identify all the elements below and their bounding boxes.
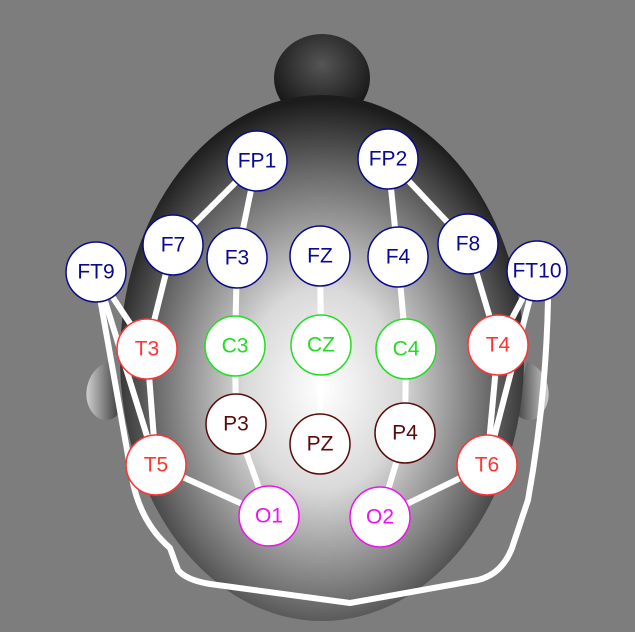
electrode-circle	[238, 485, 300, 547]
electrode-label: F3	[225, 247, 250, 270]
electrode-label: FT9	[77, 261, 114, 284]
electrode-fz: FZ	[289, 225, 351, 287]
electrode-label: T4	[486, 334, 511, 357]
electrode-label: P4	[392, 422, 418, 445]
electrode-p4: P4	[374, 402, 436, 464]
electrode-t3: T3	[116, 318, 178, 380]
electrode-c4: C4	[375, 318, 437, 380]
electrode-circle	[204, 315, 266, 377]
electrode-label: FT10	[512, 260, 561, 283]
electrode-circle	[226, 130, 288, 192]
electrode-label: P3	[223, 413, 249, 436]
electrode-label: O2	[366, 506, 394, 529]
electrode-o2: O2	[349, 486, 411, 548]
outer-loop-connector	[97, 295, 551, 606]
electrode-circle	[65, 241, 127, 303]
electrode-t6: T6	[456, 434, 518, 496]
electrode-o1: O1	[238, 485, 300, 547]
electrode-f7: F7	[142, 214, 204, 276]
electrode-p3: P3	[205, 393, 267, 455]
electrode-label: FP1	[238, 150, 277, 173]
electrode-label: C3	[222, 335, 249, 358]
electrode-label: F7	[161, 234, 186, 257]
electrode-label: PZ	[307, 433, 334, 456]
electrode-label: C4	[393, 338, 420, 361]
electrode-circle	[205, 393, 267, 455]
electrode-label: T3	[135, 338, 160, 361]
electrode-circle	[206, 227, 268, 289]
electrode-circle	[289, 225, 351, 287]
electrode-pz: PZ	[289, 413, 351, 475]
electrode-circle	[349, 486, 411, 548]
electrode-circle	[506, 240, 568, 302]
electrode-circle	[116, 318, 178, 380]
electrode-label: T5	[144, 454, 169, 477]
electrode-circle	[467, 314, 529, 376]
electrode-layer: FP1 FP2 F7 F3 FZ F4 F8 FT9 FT10 T3 T4 T5 T6 C3 CZ C4 P3 P…	[65, 128, 568, 548]
electrode-circle	[142, 214, 204, 276]
electrode-circle	[357, 128, 419, 190]
electrode-t4: T4	[467, 314, 529, 376]
electrode-label: F8	[456, 233, 481, 256]
electrode-t5: T5	[125, 434, 187, 496]
electrode-circle	[289, 413, 351, 475]
electrode-label: O1	[255, 505, 283, 528]
electrode-circle	[374, 402, 436, 464]
electrode-circle	[437, 213, 499, 275]
electrode-label: CZ	[307, 334, 335, 357]
electrode-f4: F4	[367, 226, 429, 288]
electrode-circle	[456, 434, 518, 496]
electrode-f8: F8	[437, 213, 499, 275]
electrode-ft9: FT9	[65, 241, 127, 303]
electrode-label: T6	[475, 454, 500, 477]
electrode-cz: CZ	[290, 314, 352, 376]
electrode-circle	[125, 434, 187, 496]
electrode-circle	[290, 314, 352, 376]
electrode-circle	[367, 226, 429, 288]
electrode-fp2: FP2	[357, 128, 419, 190]
electrode-f3: F3	[206, 227, 268, 289]
electrode-label: F4	[386, 246, 411, 269]
electrode-c3: C3	[204, 315, 266, 377]
electrode-label: FZ	[307, 245, 333, 268]
electrode-ft10: FT10	[506, 240, 568, 302]
electrode-circle	[375, 318, 437, 380]
electrode-label: FP2	[369, 148, 408, 171]
electrode-fp1: FP1	[226, 130, 288, 192]
